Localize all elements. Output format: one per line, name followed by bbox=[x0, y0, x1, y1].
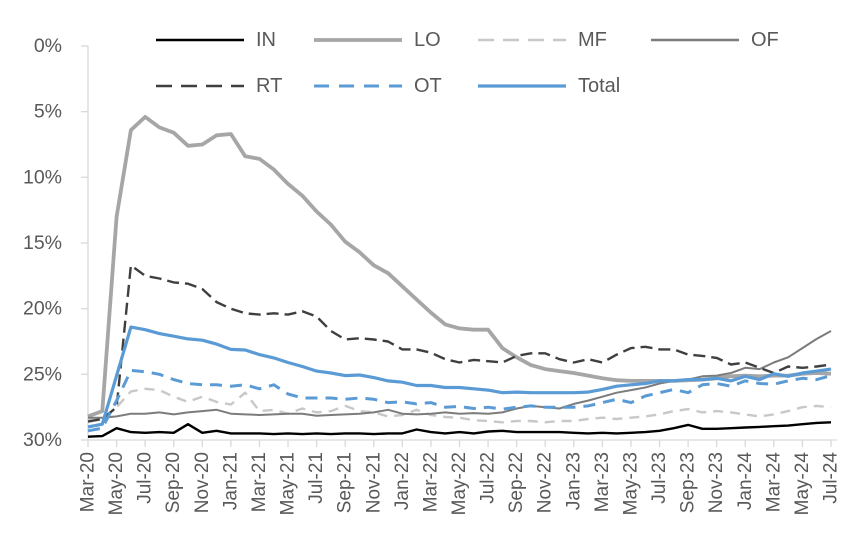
y-tick-label: 5% bbox=[34, 101, 62, 123]
x-tick-label: Mar-23 bbox=[592, 452, 613, 512]
y-tick-label: 10% bbox=[23, 166, 62, 188]
x-tick-label: Sep-20 bbox=[163, 452, 184, 513]
series-line-of bbox=[88, 330, 832, 419]
x-tick-label: Sep-21 bbox=[335, 452, 356, 513]
x-tick-label: Jan-24 bbox=[735, 452, 756, 511]
x-tick-label: Jul-23 bbox=[649, 452, 670, 504]
x-tick-label: Nov-23 bbox=[706, 452, 727, 513]
x-tick-label: Jul-20 bbox=[135, 452, 156, 504]
x-tick-label: Nov-20 bbox=[192, 452, 213, 513]
x-tick-label: May-23 bbox=[620, 452, 641, 515]
y-tick-label: 15% bbox=[23, 232, 62, 254]
x-tick-label: Mar-21 bbox=[249, 452, 270, 512]
x-tick-label: Nov-22 bbox=[535, 452, 556, 513]
x-tick-label: Jan-22 bbox=[392, 452, 413, 510]
x-tick-label: Jan-23 bbox=[563, 452, 584, 510]
y-tick-label: 30% bbox=[23, 429, 62, 451]
x-tick-label: Mar-24 bbox=[763, 452, 784, 513]
x-tick-label: May-21 bbox=[278, 452, 299, 515]
x-tick-label: Sep-23 bbox=[678, 452, 699, 513]
series-line-lo bbox=[87, 115, 832, 419]
x-tick-label: Jul-21 bbox=[306, 452, 327, 504]
x-tick-label: May-24 bbox=[792, 452, 813, 516]
x-tick-label: Jul-22 bbox=[478, 452, 499, 504]
x-tick-label: Jul-24 bbox=[821, 452, 842, 504]
x-tick-label: Nov-21 bbox=[363, 452, 384, 513]
y-tick-label: 25% bbox=[23, 363, 62, 385]
series-line-in bbox=[87, 421, 832, 438]
x-tick-label: May-20 bbox=[106, 452, 127, 515]
series-line-total bbox=[87, 325, 832, 429]
x-tick-label: Sep-22 bbox=[506, 452, 527, 513]
x-tick-label: Jan-21 bbox=[220, 452, 241, 510]
y-tick-label: 0% bbox=[34, 35, 62, 57]
series-line-ot bbox=[87, 368, 832, 433]
x-tick-label: May-22 bbox=[449, 452, 470, 515]
series-line-rt bbox=[87, 264, 832, 423]
x-tick-label: Mar-20 bbox=[78, 452, 99, 512]
y-tick-label: 20% bbox=[23, 298, 62, 320]
series-line-mf bbox=[87, 387, 832, 424]
x-tick-label: Mar-22 bbox=[420, 452, 441, 512]
